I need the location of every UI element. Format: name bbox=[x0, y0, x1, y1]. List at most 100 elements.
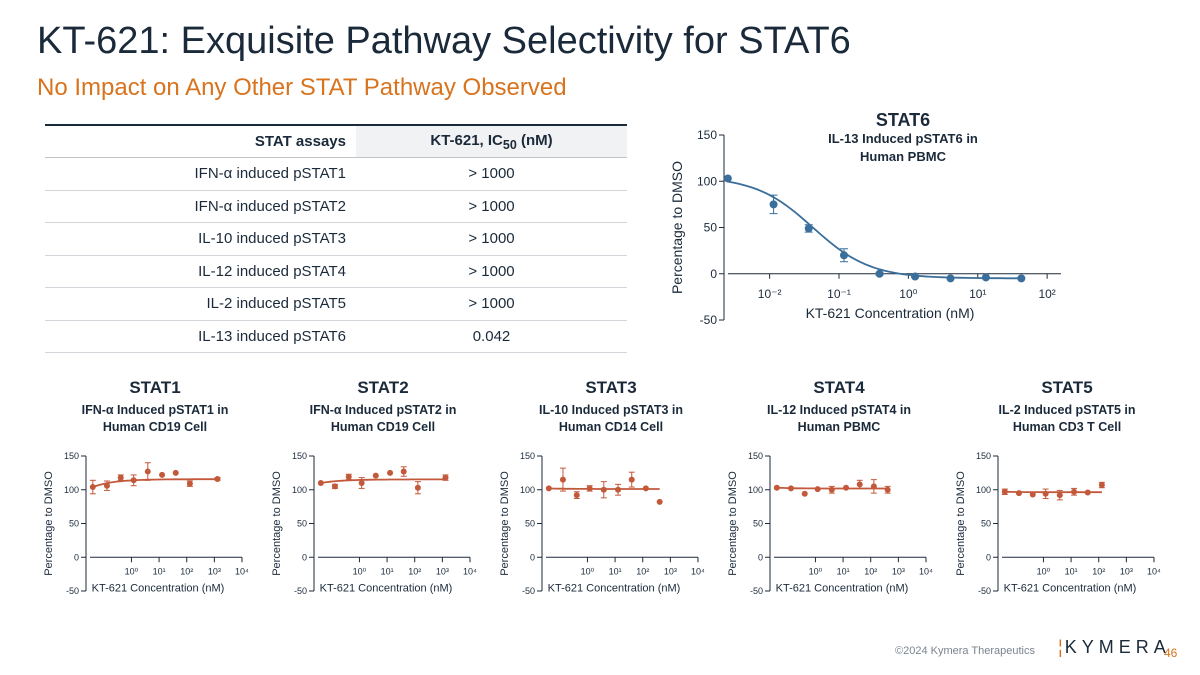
fit-curve bbox=[92, 478, 218, 488]
y-tick-label: 150 bbox=[64, 451, 79, 461]
y-tick-label: 0 bbox=[530, 552, 535, 562]
data-point bbox=[559, 476, 566, 483]
page-subtitle: No Impact on Any Other STAT Pathway Obse… bbox=[37, 74, 567, 101]
x-tick-label: 10⁰ bbox=[809, 566, 823, 576]
y-axis-label: Percentage to DMSO bbox=[955, 471, 967, 576]
x-axis-label: KT-621 Concentration (nM) bbox=[548, 582, 681, 594]
data-point bbox=[1042, 490, 1049, 497]
table-row: IFN-α induced pSTAT1 > 1000 bbox=[45, 157, 627, 191]
fit-curve bbox=[727, 180, 1022, 280]
x-tick-label: 10⁻¹ bbox=[827, 287, 851, 301]
stat5-chart: STAT5 IL-2 Induced pSTAT5 in Human CD3 T C… bbox=[955, 378, 1161, 596]
y-tick-label: 100 bbox=[292, 485, 307, 495]
copyright-text: ©2024 Kymera Therapeutics bbox=[895, 645, 1035, 657]
x-tick-label: 10⁴ bbox=[919, 566, 933, 576]
y-tick-label: 100 bbox=[697, 174, 717, 188]
x-tick-label: 10⁴ bbox=[691, 566, 705, 576]
y-tick-label: -50 bbox=[750, 586, 763, 596]
x-tick-label: 10¹ bbox=[609, 566, 622, 576]
data-point bbox=[573, 492, 580, 499]
data-point bbox=[615, 486, 622, 493]
data-point bbox=[804, 224, 813, 233]
x-tick-label: 10⁰ bbox=[1037, 566, 1051, 576]
y-tick-label: -50 bbox=[66, 586, 79, 596]
data-point bbox=[884, 486, 891, 493]
data-point bbox=[1001, 488, 1008, 495]
data-point bbox=[317, 480, 324, 486]
x-tick-label: 10⁴ bbox=[235, 566, 249, 576]
data-point bbox=[981, 273, 990, 282]
y-axis-label: Percentage to DMSO bbox=[669, 161, 685, 294]
data-point bbox=[600, 486, 607, 493]
chart-subtitle: Human CD3 T Cell bbox=[1013, 420, 1121, 434]
y-tick-label: -50 bbox=[522, 586, 535, 596]
x-tick-label: 10² bbox=[1038, 287, 1055, 301]
y-tick-label: 0 bbox=[758, 552, 763, 562]
data-point bbox=[372, 472, 379, 479]
chart-subtitle: Human CD14 Cell bbox=[559, 420, 663, 434]
y-tick-label: 100 bbox=[64, 485, 79, 495]
x-tick-label: 10⁻² bbox=[758, 287, 782, 301]
y-tick-label: 50 bbox=[69, 519, 79, 529]
header-ic50-main: KT-621, IC bbox=[430, 131, 503, 149]
data-point bbox=[117, 474, 124, 481]
y-axis-label: Percentage to DMSO bbox=[271, 471, 283, 576]
y-tick-label: 100 bbox=[976, 485, 991, 495]
data-point bbox=[1071, 488, 1078, 495]
data-point bbox=[1017, 274, 1026, 283]
table-row: IL-13 induced pSTAT6 0.042 bbox=[45, 320, 627, 353]
data-point bbox=[1084, 489, 1091, 496]
data-point bbox=[814, 486, 821, 493]
data-point bbox=[1015, 490, 1022, 497]
x-tick-label: 10² bbox=[180, 566, 193, 576]
data-point bbox=[442, 474, 449, 481]
chart-subtitle: Human CD19 Cell bbox=[331, 420, 435, 434]
data-point bbox=[787, 485, 794, 492]
x-tick-label: 10⁴ bbox=[1147, 566, 1161, 576]
data-point bbox=[345, 473, 352, 480]
ic50-table: STAT assays KT-621, IC50 (nM) IFN-α indu… bbox=[45, 124, 627, 353]
data-point bbox=[1056, 492, 1063, 499]
chart-title: STAT2 bbox=[357, 378, 408, 397]
chart-subtitle: IL-12 Induced pSTAT4 in bbox=[767, 403, 911, 417]
x-tick-label: 10³ bbox=[208, 566, 221, 576]
fit-curve bbox=[320, 478, 446, 484]
data-point bbox=[839, 251, 848, 260]
chart-subtitle: Human CD19 Cell bbox=[103, 420, 207, 434]
y-tick-label: 150 bbox=[520, 451, 535, 461]
page-number: 46 bbox=[1164, 646, 1178, 660]
y-axis-label: Percentage to DMSO bbox=[43, 471, 55, 576]
page-title: KT-621: Exquisite Pathway Selectivity fo… bbox=[37, 20, 851, 62]
ic50-cell: 0.042 bbox=[356, 320, 627, 353]
assay-cell: IL-13 induced pSTAT6 bbox=[45, 320, 356, 353]
y-tick-label: 50 bbox=[981, 519, 991, 529]
data-point bbox=[144, 468, 151, 475]
data-point bbox=[89, 484, 96, 491]
x-axis-label: KT-621 Concentration (nM) bbox=[1004, 582, 1137, 594]
data-point bbox=[331, 483, 338, 490]
assay-cell: IFN-α induced pSTAT2 bbox=[45, 190, 356, 223]
stat2-chart: STAT2 IFN-α Induced pSTAT2 in Human CD19 C… bbox=[271, 378, 477, 596]
x-tick-label: 10² bbox=[408, 566, 421, 576]
data-point bbox=[186, 480, 193, 487]
stat4-chart: STAT4 IL-12 Induced pSTAT4 in Human PBMC -5… bbox=[727, 378, 933, 596]
data-point bbox=[628, 476, 635, 483]
x-tick-label: 10¹ bbox=[153, 566, 166, 576]
stat3-chart: STAT3 IL-10 Induced pSTAT3 in Human CD14 C… bbox=[499, 378, 705, 596]
chart-subtitle: IL-10 Induced pSTAT3 in bbox=[539, 403, 683, 417]
chart-title: STAT3 bbox=[585, 378, 636, 397]
chart-subtitle: IFN-α Induced pSTAT1 in bbox=[82, 403, 229, 417]
x-axis-label: KT-621 Concentration (nM) bbox=[92, 582, 225, 594]
x-tick-label: 10⁰ bbox=[899, 287, 917, 301]
x-tick-label: 10³ bbox=[664, 566, 677, 576]
data-point bbox=[172, 469, 179, 476]
table-row: IL-12 induced pSTAT4 > 1000 bbox=[45, 255, 627, 288]
y-tick-label: 150 bbox=[292, 451, 307, 461]
data-point bbox=[414, 484, 421, 491]
header-stat-assays: STAT assays bbox=[45, 124, 356, 158]
x-tick-label: 10³ bbox=[1120, 566, 1133, 576]
data-point bbox=[801, 490, 808, 497]
assay-cell: IFN-α induced pSTAT1 bbox=[45, 157, 356, 191]
x-tick-label: 10¹ bbox=[1065, 566, 1078, 576]
